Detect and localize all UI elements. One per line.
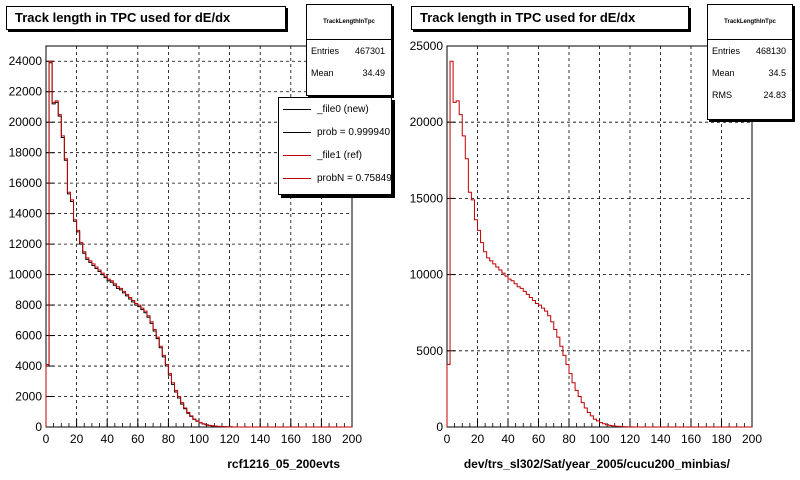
right-rms-value: 24.83 bbox=[763, 90, 786, 100]
x-tick-label: 100 bbox=[189, 432, 209, 446]
y-tick-label: 16000 bbox=[9, 176, 43, 190]
legend-entry: prob = 0.999940 bbox=[279, 121, 391, 144]
y-tick-label: 18000 bbox=[9, 146, 43, 160]
left-mean-label: Mean bbox=[311, 68, 334, 78]
right-mean-value: 34.5 bbox=[768, 68, 786, 78]
legend-line-new bbox=[283, 109, 311, 110]
x-tick-label: 60 bbox=[131, 432, 145, 446]
left-stats-box: TrackLengthInTpc Entries 467301 Mean 34.… bbox=[306, 4, 392, 96]
x-tick-label: 160 bbox=[681, 432, 701, 446]
y-tick-label: 6000 bbox=[15, 329, 42, 343]
x-tick-label: 0 bbox=[43, 432, 50, 446]
x-tick-label: 120 bbox=[220, 432, 240, 446]
y-tick-label: 20000 bbox=[410, 115, 444, 129]
x-tick-label: 140 bbox=[250, 432, 270, 446]
y-tick-label: 25000 bbox=[410, 39, 444, 53]
x-tick-label: 100 bbox=[589, 432, 609, 446]
right-mean-label: Mean bbox=[712, 68, 735, 78]
legend-entry: _file0 (new) bbox=[279, 98, 391, 121]
x-axis-label: dev/trs_sl302/Sat/year_2005/cucu200_minb… bbox=[464, 457, 731, 471]
legend-line-prob bbox=[283, 132, 311, 133]
legend-label-ref: _file1 (ref) bbox=[317, 150, 363, 161]
legend-label-new: _file0 (new) bbox=[317, 104, 369, 115]
right-histogram-panel: 0 20 40 60 80 100 120 140 160 180 200 0 5000 10000 150… bbox=[410, 39, 763, 471]
legend-line-ref bbox=[283, 155, 311, 156]
histogram-series-1 bbox=[446, 60, 752, 428]
y-tick-label: 10000 bbox=[410, 268, 444, 282]
x-tick-label: 200 bbox=[742, 432, 762, 446]
right-entries-value: 468130 bbox=[755, 46, 786, 56]
right-rms-label: RMS bbox=[712, 90, 732, 100]
right-stats-box: TrackLengthInTpc Entries 468130 Mean 34.… bbox=[707, 4, 793, 120]
x-tick-label: 80 bbox=[562, 432, 576, 446]
legend-label-prob: prob = 0.999940 bbox=[317, 127, 391, 138]
y-tick-label: 5000 bbox=[416, 344, 443, 358]
y-tick-label: 24000 bbox=[9, 54, 43, 68]
right-histogram-title: Track length in TPC used for dE/dx bbox=[411, 6, 689, 30]
legend-line-probn bbox=[283, 178, 311, 179]
y-tick-label: 0 bbox=[436, 420, 443, 434]
left-stats-mean: Mean 34.49 bbox=[307, 62, 391, 84]
right-stats-name: TrackLengthInTpc bbox=[708, 5, 792, 40]
x-tick-label: 80 bbox=[162, 432, 176, 446]
x-tick-label: 180 bbox=[711, 432, 731, 446]
right-stats-entries: Entries 468130 bbox=[708, 40, 792, 62]
left-mean-value: 34.49 bbox=[362, 68, 385, 78]
left-entries-value: 467301 bbox=[354, 46, 385, 56]
legend-label-probn: probN = 0.758490 bbox=[317, 173, 392, 184]
x-tick-label: 60 bbox=[532, 432, 546, 446]
x-tick-label: 180 bbox=[311, 432, 331, 446]
legend-entry: _file1 (ref) bbox=[279, 144, 391, 167]
left-legend: _file0 (new) prob = 0.999940 _file1 (ref… bbox=[278, 97, 392, 195]
y-tick-label: 8000 bbox=[15, 298, 42, 312]
right-stats-mean: Mean 34.5 bbox=[708, 62, 792, 84]
histogram-series-2 bbox=[45, 60, 352, 428]
x-tick-label: 140 bbox=[650, 432, 670, 446]
left-histogram-title: Track length in TPC used for dE/dx bbox=[6, 6, 286, 30]
x-tick-label: 160 bbox=[281, 432, 301, 446]
x-axis-label: rcf1216_05_200evts bbox=[227, 457, 340, 471]
right-entries-label: Entries bbox=[712, 46, 741, 56]
y-tick-label: 22000 bbox=[9, 85, 43, 99]
y-tick-label: 2000 bbox=[15, 390, 42, 404]
y-tick-label: 14000 bbox=[9, 207, 43, 221]
x-tick-label: 0 bbox=[444, 432, 451, 446]
left-histogram-panel: 0 20 40 60 80 100 120 140 160 180 2000200040006000… bbox=[9, 45, 362, 471]
x-tick-label: 120 bbox=[620, 432, 640, 446]
y-tick-label: 12000 bbox=[9, 237, 43, 251]
y-tick-label: 4000 bbox=[15, 359, 42, 373]
left-stats-entries: Entries 467301 bbox=[307, 40, 391, 62]
legend-entry: probN = 0.758490 bbox=[279, 167, 391, 190]
y-tick-label: 0 bbox=[35, 420, 42, 434]
left-stats-name: TrackLengthInTpc bbox=[307, 5, 391, 40]
x-tick-label: 40 bbox=[501, 432, 515, 446]
left-entries-label: Entries bbox=[311, 46, 340, 56]
y-tick-label: 10000 bbox=[9, 268, 43, 282]
x-tick-label: 40 bbox=[101, 432, 115, 446]
y-tick-label: 15000 bbox=[410, 191, 444, 205]
x-tick-label: 20 bbox=[70, 432, 84, 446]
x-tick-label: 200 bbox=[342, 432, 362, 446]
right-stats-rms: RMS 24.83 bbox=[708, 84, 792, 106]
x-tick-label: 20 bbox=[471, 432, 485, 446]
y-tick-label: 20000 bbox=[9, 115, 43, 129]
